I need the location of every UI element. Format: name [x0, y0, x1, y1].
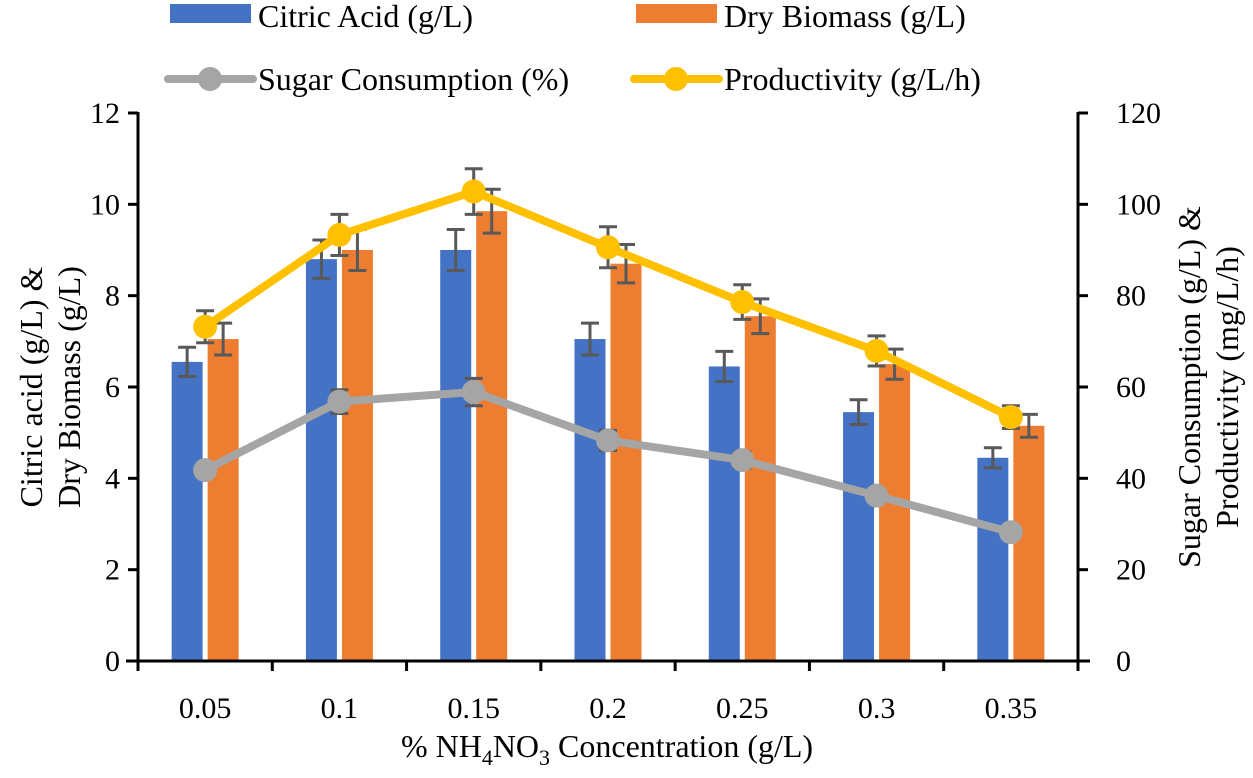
legend-label-sugar-consumption: Sugar Consumption (%)	[258, 61, 569, 97]
left-y-tick-label: 12	[90, 97, 120, 130]
legend-marker-sugar-consumption	[198, 67, 222, 91]
right-y-tick-label: 0	[1116, 645, 1131, 678]
x-tick-label: 0.05	[179, 692, 232, 725]
left-y-tick-label: 6	[105, 371, 120, 404]
point-sugar-consumption	[327, 389, 352, 414]
bar-citric-acid	[305, 259, 337, 661]
legend-swatch-dry-biomass	[636, 4, 717, 23]
point-productivity	[327, 222, 352, 247]
left-y-tick-label: 8	[105, 280, 120, 313]
point-sugar-consumption	[998, 520, 1023, 545]
x-axis-title-sub1: 4	[482, 745, 493, 770]
right-y-tick-label: 120	[1116, 97, 1161, 130]
line-marks	[193, 167, 1023, 545]
point-sugar-consumption	[193, 458, 218, 483]
legend-marker-productivity	[664, 67, 688, 91]
point-productivity	[730, 290, 755, 315]
legend-swatch-citric-acid	[170, 4, 251, 23]
bar-citric-acid	[843, 412, 875, 661]
point-sugar-consumption	[730, 448, 755, 473]
point-sugar-consumption	[596, 428, 620, 453]
left-y-tick-label: 0	[105, 645, 120, 678]
x-axis-title-suffix: Concentration (g/L)	[550, 728, 813, 764]
legend-label-dry-biomass: Dry Biomass (g/L)	[724, 0, 966, 34]
right-axis-title: Sugar Consumption (g/L) & Productivity (…	[1171, 206, 1245, 568]
right-axis-title-line1: Sugar Consumption (g/L) &	[1171, 206, 1207, 568]
point-productivity	[998, 405, 1023, 430]
point-sugar-consumption	[864, 483, 889, 508]
point-sugar-consumption	[461, 380, 486, 405]
left-y-tick-label: 4	[105, 462, 120, 495]
bar-citric-acid	[440, 250, 472, 661]
legend-item-productivity: Productivity (g/L/h)	[630, 61, 981, 97]
right-y-tick-label: 100	[1116, 188, 1161, 221]
left-axis-title: Citric acid (g/L) & Dry Biomass (g/L)	[13, 266, 87, 508]
left-axis-title-line1: Citric acid (g/L) &	[13, 266, 49, 507]
x-axis-title-sub2: 3	[539, 745, 550, 770]
right-y-tick-label: 40	[1116, 462, 1146, 495]
legend-item-sugar-consumption: Sugar Consumption (%)	[164, 61, 569, 97]
bar-dry-biomass	[879, 364, 911, 661]
right-y-tick-label: 60	[1116, 371, 1146, 404]
point-productivity	[596, 235, 620, 260]
legend-label-productivity: Productivity (g/L/h)	[724, 61, 981, 97]
bar-dry-biomass	[1013, 425, 1045, 661]
bar-marks	[171, 187, 1045, 661]
x-tick-label: 0.3	[858, 692, 896, 725]
left-y-ticks: 0 2 4 6 8 10 12	[90, 97, 138, 678]
bar-citric-acid	[977, 457, 1009, 661]
x-tick-label: 0.35	[985, 692, 1038, 725]
bar-citric-acid	[708, 366, 740, 661]
point-productivity	[461, 179, 486, 204]
point-productivity	[193, 314, 218, 339]
bar-citric-acid	[171, 361, 203, 661]
bar-dry-biomass	[476, 211, 508, 661]
right-y-ticks: 0 20 40 60 80 100 120	[1078, 97, 1161, 678]
bar-dry-biomass	[341, 250, 373, 661]
x-axis-title-prefix: % NH	[401, 728, 482, 764]
legend: Citric Acid (g/L) Dry Biomass (g/L) Suga…	[164, 0, 981, 97]
bar-citric-acid	[574, 339, 606, 661]
x-axis-title: % NH4NO3 Concentration (g/L)	[401, 728, 813, 770]
x-tick-label: 0.15	[447, 692, 500, 725]
left-y-tick-label: 10	[90, 188, 120, 221]
x-tick-label: 0.1	[321, 692, 359, 725]
x-axis-title-mid: NO	[493, 728, 539, 764]
left-axis-title-line2: Dry Biomass (g/L)	[51, 266, 87, 508]
left-y-tick-label: 2	[105, 554, 120, 587]
bar-dry-biomass	[744, 316, 776, 661]
x-ticks: 0.05 0.1 0.15 0.2 0.25 0.3 0.35	[136, 661, 1080, 725]
legend-item-citric-acid: Citric Acid (g/L)	[170, 0, 473, 34]
right-y-tick-label: 80	[1116, 280, 1146, 313]
bar-dry-biomass	[207, 339, 239, 661]
legend-item-dry-biomass: Dry Biomass (g/L)	[636, 0, 966, 34]
x-tick-label: 0.25	[716, 692, 769, 725]
point-productivity	[864, 338, 889, 363]
x-tick-label: 0.2	[589, 692, 627, 725]
right-axis-title-line2: Productivity (mg/L/h)	[1209, 246, 1245, 528]
legend-label-citric-acid: Citric Acid (g/L)	[258, 0, 473, 34]
bar-dry-biomass	[610, 263, 642, 661]
right-y-tick-label: 20	[1116, 554, 1146, 587]
